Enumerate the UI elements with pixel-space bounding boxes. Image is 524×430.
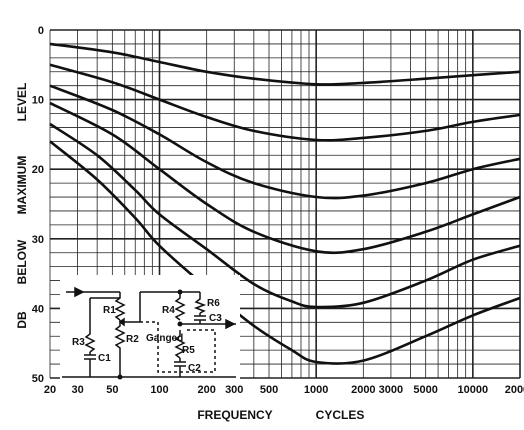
x-title-cycles: CYCLES (316, 408, 365, 422)
y-tick-label: 20 (32, 164, 44, 176)
x-tick-label: 500 (260, 384, 278, 396)
label-r3: R3 (72, 337, 85, 348)
response-curves (49, 42, 521, 365)
circuit-schematic-inset: R1 R2 R3 C1 R4 R5 R6 C3 C2 Ganged (60, 275, 240, 385)
response-curve-2 (49, 63, 521, 142)
response-curve-3 (49, 84, 521, 200)
y-tick-label: 50 (32, 373, 44, 385)
label-ganged: Ganged (146, 333, 183, 344)
x-tick-label: 2000 (351, 384, 375, 396)
label-r6: R6 (207, 298, 220, 309)
y-title-word-2: BELOW (15, 239, 29, 284)
x-tick-label: 30 (71, 384, 83, 396)
x-tick-label: 3000 (379, 384, 403, 396)
resistor-r6 (193, 296, 207, 314)
y-title-word-4: LEVEL (15, 83, 29, 122)
label-c1: C1 (98, 353, 111, 364)
x-tick-label: 5000 (413, 384, 437, 396)
x-tick-label: 20000 (505, 384, 524, 396)
junction-dot (177, 289, 183, 295)
junction-dot (177, 321, 183, 327)
response-curve-4 (49, 101, 521, 255)
resistor-r5 (174, 330, 186, 359)
wiper-arrow-icon (118, 317, 125, 327)
resistor-r3 (84, 330, 96, 353)
x-tick-label: 100 (150, 384, 168, 396)
output-arrow-icon (225, 318, 236, 330)
ganged-link (140, 321, 216, 373)
x-tick-label: 20 (44, 384, 56, 396)
label-c3: C3 (209, 313, 222, 324)
y-title-word-1: DB (15, 311, 29, 329)
label-r2: R2 (126, 334, 139, 345)
junction-dot (117, 374, 123, 380)
input-arrow-icon (74, 286, 85, 298)
x-tick-label: 50 (106, 384, 118, 396)
x-tick-label: 10000 (458, 384, 489, 396)
response-curve-5 (49, 122, 521, 309)
response-curve-6 (49, 140, 521, 365)
label-r5: R5 (182, 345, 195, 356)
label-r4: R4 (162, 305, 175, 316)
y-title-word-3: MAXIMUM (15, 156, 29, 215)
y-axis-tick-labels: 0 10 20 30 40 50 (32, 25, 44, 385)
label-r1: R1 (103, 305, 116, 316)
x-tick-label: 1000 (304, 384, 328, 396)
y-tick-label: 0 (38, 25, 44, 37)
x-axis-tick-labels: 20 30 50 100 200 300 500 1000 2000 3000 5000 10000 2… (44, 384, 524, 396)
x-title-frequency: FREQUENCY (197, 408, 272, 422)
label-c2: C2 (188, 363, 201, 374)
y-axis-title: DB BELOW MAXIMUM LEVEL (15, 83, 29, 329)
y-tick-label: 30 (32, 234, 44, 246)
resistor-r2 (114, 320, 126, 377)
y-tick-label: 40 (32, 303, 44, 315)
response-curve-1 (49, 42, 521, 86)
x-tick-label: 200 (197, 384, 215, 396)
x-tick-label: 300 (225, 384, 243, 396)
y-tick-label: 10 (32, 95, 44, 107)
resistor-r4 (174, 292, 186, 321)
